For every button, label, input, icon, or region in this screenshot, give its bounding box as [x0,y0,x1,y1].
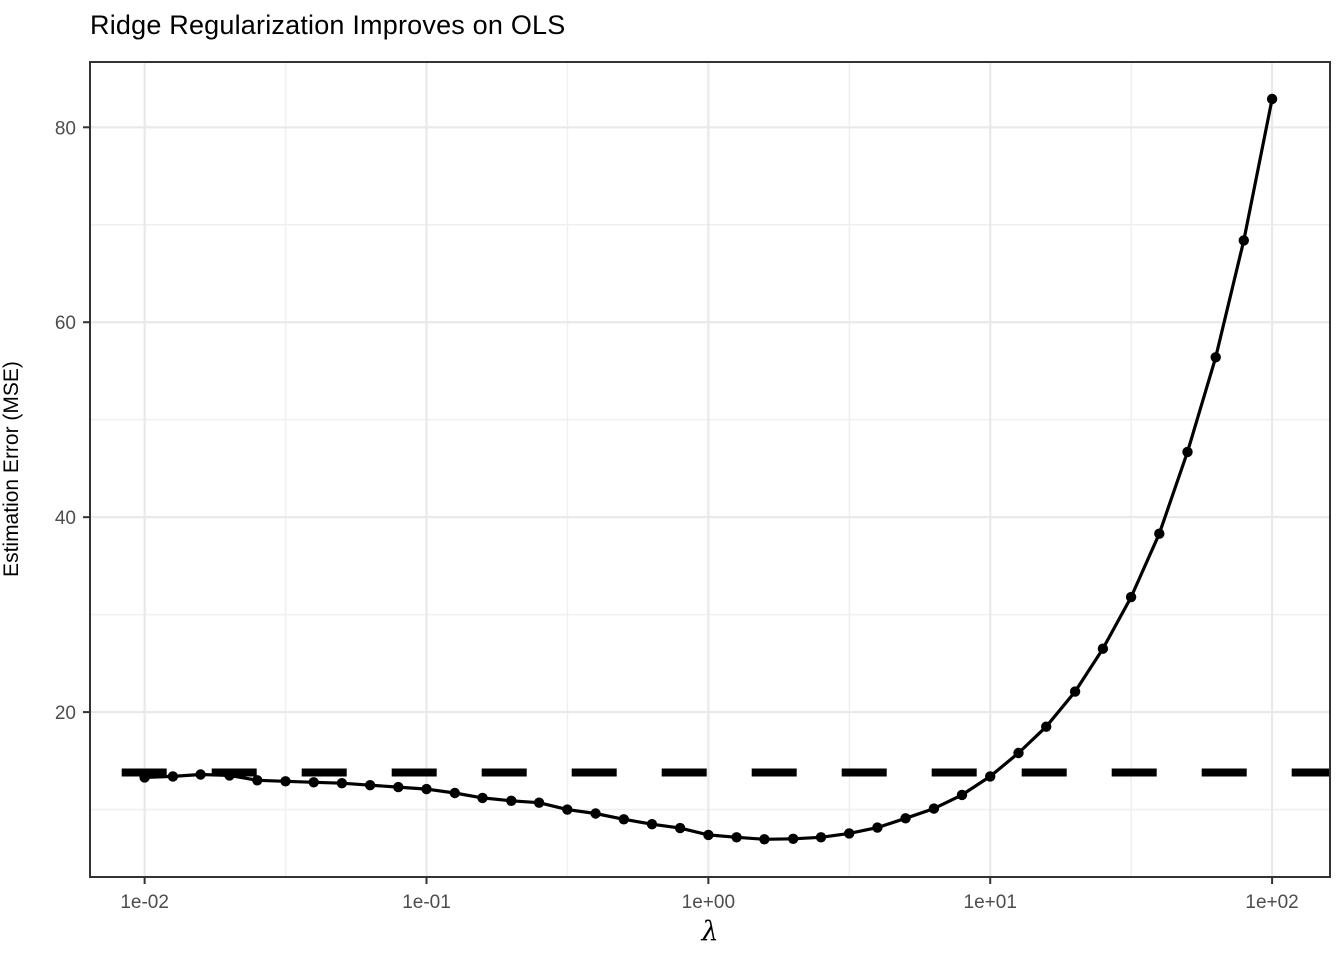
chart-title: Ridge Regularization Improves on OLS [90,10,566,40]
data-point [139,772,150,783]
data-point [1097,643,1109,654]
data-point [900,813,911,824]
data-point [364,780,376,791]
data-point [1013,747,1024,759]
data-point [590,808,601,819]
data-point [477,792,488,804]
data-point [1238,235,1250,246]
data-point [533,797,545,808]
data-point [280,776,291,787]
y-tick-label: 20 [55,703,76,724]
data-point [844,828,855,839]
data-point [252,775,263,786]
data-point [393,781,404,793]
x-tick-label: 1e+02 [1245,892,1298,913]
data-point [674,822,686,834]
data-point [985,771,996,782]
x-tick-label: 1e-01 [402,892,451,913]
y-tick-label: 80 [55,118,76,139]
data-point [562,804,573,815]
x-tick-label: 1e-02 [120,892,169,913]
x-tick-label: 1e+01 [964,892,1017,913]
data-point [308,777,319,788]
data-point [1266,93,1278,105]
data-point [788,833,799,844]
data-point [449,787,460,799]
data-point [618,814,629,825]
data-point [224,770,235,781]
data-point [1125,591,1137,603]
x-tick-label: 1e+00 [682,892,735,913]
data-point [872,822,883,833]
panel-background [90,62,1330,877]
data-point [195,769,206,780]
data-point [1041,721,1052,732]
y-tick-label: 40 [55,508,76,529]
data-point [703,829,714,841]
data-point [759,834,770,845]
y-tick-label: 60 [55,313,76,334]
data-point [646,819,658,830]
data-point [1154,528,1165,539]
x-axis-title: λ [701,916,719,947]
data-point [731,832,742,843]
data-point [336,778,348,789]
data-point [167,771,179,782]
data-point [815,832,827,843]
data-point [1210,352,1221,363]
panel-border [89,61,1331,878]
data-point [928,803,940,814]
data-point [506,795,517,806]
data-point [1182,446,1193,458]
data-point [421,783,432,795]
data-point [1069,686,1081,697]
data-point [956,789,968,801]
